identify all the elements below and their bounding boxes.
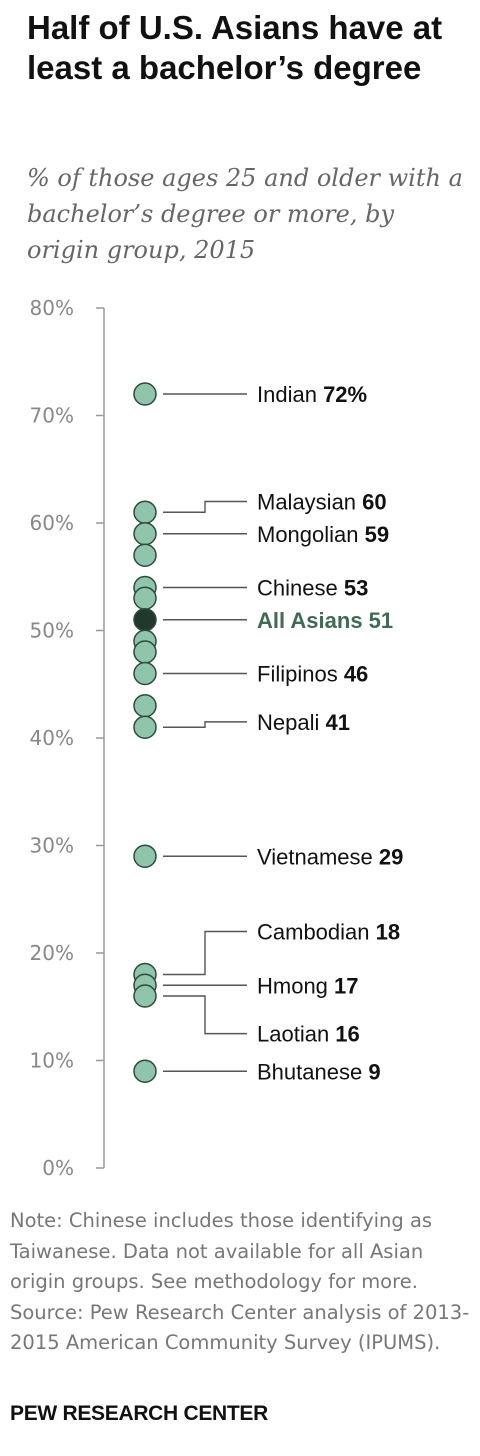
data-label: All Asians 51 [257,608,393,633]
y-tick-label: 70% [30,404,74,428]
leader-line [163,995,247,1035]
leader-line [163,721,247,728]
label-name: Laotian [257,1022,335,1047]
label-value: 46 [344,662,368,687]
y-tick-label: 50% [30,619,74,643]
leader-line [163,500,247,513]
label-name: Cambodian [257,920,376,945]
data-label: Hmong 17 [257,973,359,998]
data-dot [133,522,157,546]
data-dot [133,661,157,686]
data-label: Nepali 41 [257,710,350,735]
data-dot [133,1059,157,1083]
data-labels: Indian 72% Malaysian 60 Mongolian 59 Chines… [257,382,403,1084]
data-dot [133,640,157,664]
label-name: Vietnamese [257,844,379,869]
label-name: Hmong [257,973,334,998]
chart-title: Half of U.S. Asians have at least a bach… [27,9,443,86]
y-tick-label: 10% [30,1049,74,1073]
label-value: 59 [365,522,389,547]
label-value: 41 [325,710,349,735]
data-dot [133,844,157,868]
label-value: 29 [379,844,403,869]
data-dot [133,586,157,610]
footnote: Note: Chinese includes those identifying… [10,1206,470,1359]
y-tick-label: 80% [30,296,74,320]
label-value: 9 [368,1059,380,1084]
data-label: Malaysian 60 [257,490,387,515]
label-name: Indian [257,382,323,407]
data-label: Indian 72% [257,382,367,407]
y-tick-label: 40% [30,726,74,750]
data-dot [133,382,157,406]
data-dots [133,382,157,1083]
data-dot [133,500,157,524]
data-label: Bhutanese 9 [257,1059,381,1084]
source-text: Source: Pew Research Center analysis of … [10,1300,470,1355]
y-tick-label: 20% [30,941,74,965]
data-label: Cambodian 18 [257,920,400,945]
label-value: 17 [334,973,358,998]
y-tick-label: 60% [30,511,74,535]
label-name: Chinese [257,576,344,601]
data-label: Filipinos 46 [257,662,368,687]
label-value: 51 [369,608,393,633]
y-tick-label: 30% [30,834,74,858]
data-dot [133,694,157,718]
y-axis: 0% 10% 20% 30% 40% 50% 60% 70% 80% [30,296,105,1180]
data-label: Vietnamese 29 [257,844,403,869]
highlight-dot [133,608,157,632]
data-dot [133,984,157,1008]
data-label: Mongolian 59 [257,522,389,547]
label-name: Malaysian [257,490,362,515]
leader-line [163,930,247,976]
dot-plot-chart: 0% 10% 20% 30% 40% 50% 60% 70% 80% Indian 72% Mal… [30,296,404,1180]
data-dot [133,543,157,567]
label-value: 60 [362,490,386,515]
note-text: Note: Chinese includes those identifying… [10,1209,433,1293]
label-name: All Asians [257,608,369,633]
label-name: Filipinos [257,662,344,687]
y-tick-label: 0% [42,1156,74,1180]
label-name: Bhutanese [257,1059,368,1084]
label-value: 18 [376,920,400,945]
label-value: 16 [335,1022,359,1047]
brand-logo-text: PEW RESEARCH CENTER [10,1402,268,1425]
data-label: Chinese 53 [257,576,368,601]
chart-subtitle: % of those ages 25 and older with a bach… [27,164,463,264]
label-value: 53 [344,576,368,601]
data-dot [133,715,157,739]
label-name: Nepali [257,710,325,735]
label-name: Mongolian [257,522,365,547]
label-value: 72% [323,382,367,407]
leader-lines [163,393,247,1072]
data-label: Laotian 16 [257,1022,360,1047]
